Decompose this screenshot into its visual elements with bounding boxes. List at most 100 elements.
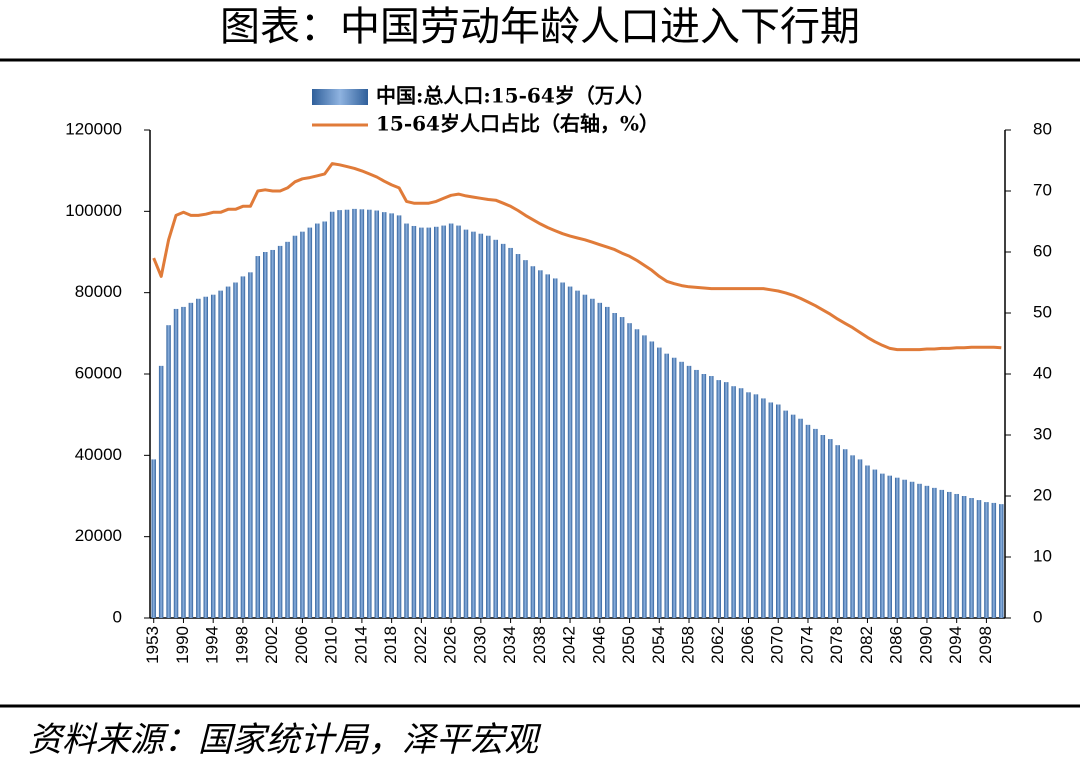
bar bbox=[515, 254, 521, 619]
x-tick-label: 2058 bbox=[679, 626, 698, 664]
bar bbox=[508, 247, 513, 618]
bar bbox=[322, 221, 327, 618]
bar bbox=[761, 398, 766, 618]
source: 资料来源：国家统计局，泽平宏观 bbox=[28, 720, 542, 760]
bar bbox=[850, 455, 855, 618]
bar bbox=[292, 235, 298, 618]
bar bbox=[887, 475, 892, 618]
bar bbox=[605, 306, 610, 618]
bar bbox=[701, 374, 707, 618]
bar bbox=[263, 252, 268, 618]
bar bbox=[984, 502, 989, 618]
bar bbox=[463, 229, 469, 618]
bar bbox=[478, 233, 484, 618]
bar bbox=[248, 272, 253, 618]
x-tick-label: 2046 bbox=[589, 626, 608, 664]
x-tick-label: 2042 bbox=[560, 626, 579, 664]
bar bbox=[820, 435, 826, 618]
bar bbox=[552, 278, 558, 618]
y2-tick-label: 10 bbox=[1033, 546, 1052, 565]
bar bbox=[649, 341, 655, 618]
bar bbox=[567, 286, 573, 618]
bar bbox=[768, 402, 774, 618]
bar bbox=[158, 365, 164, 618]
bar bbox=[731, 386, 736, 618]
bar bbox=[835, 445, 840, 618]
bar bbox=[842, 449, 848, 618]
bar bbox=[709, 376, 714, 618]
bar bbox=[783, 410, 788, 618]
bar bbox=[196, 298, 201, 618]
bar bbox=[872, 469, 878, 618]
bar bbox=[828, 439, 833, 618]
bar bbox=[947, 491, 952, 618]
x-tick-label: 2014 bbox=[351, 626, 370, 664]
bar bbox=[865, 465, 870, 618]
x-tick-label: 1994 bbox=[203, 626, 222, 664]
x-tick-label: 2078 bbox=[827, 626, 846, 664]
bar bbox=[582, 294, 588, 618]
bar bbox=[991, 502, 997, 618]
x-tick-label: 2082 bbox=[857, 626, 876, 664]
y2-tick-label: 40 bbox=[1033, 363, 1052, 382]
y-tick-label: 0 bbox=[113, 607, 122, 626]
bar bbox=[225, 286, 231, 618]
bar bbox=[389, 213, 394, 618]
bar bbox=[359, 209, 365, 619]
bar bbox=[188, 302, 194, 618]
y2-tick-label: 80 bbox=[1033, 119, 1052, 138]
bar bbox=[307, 227, 313, 618]
bar bbox=[456, 225, 461, 619]
bar bbox=[166, 325, 171, 618]
bar bbox=[686, 365, 692, 618]
legend-label: 15-64岁人口占比（右轴，%） bbox=[376, 112, 659, 136]
bar bbox=[976, 500, 982, 618]
bar bbox=[924, 485, 930, 618]
bar bbox=[545, 274, 550, 618]
bar bbox=[671, 357, 677, 618]
bar bbox=[404, 223, 409, 619]
x-tick-label: 2010 bbox=[322, 626, 341, 664]
x-tick-label: 2062 bbox=[708, 626, 727, 664]
bar bbox=[723, 382, 729, 618]
bar bbox=[352, 208, 357, 619]
x-tick-label: 1998 bbox=[232, 626, 251, 664]
chart-title: 图表：中国劳动年龄人口进入下行期 bbox=[220, 4, 860, 50]
bar bbox=[500, 243, 506, 618]
bar bbox=[813, 428, 818, 618]
bar bbox=[411, 225, 417, 618]
bar bbox=[419, 227, 424, 618]
bar bbox=[367, 209, 372, 618]
bar bbox=[619, 317, 625, 618]
bar bbox=[634, 329, 640, 618]
bar bbox=[181, 306, 186, 618]
bar bbox=[538, 270, 543, 618]
bar bbox=[173, 308, 179, 618]
bar bbox=[448, 223, 454, 619]
x-tick-label: 2034 bbox=[500, 626, 519, 664]
x-tick-label: 2054 bbox=[649, 626, 668, 664]
bar bbox=[530, 266, 536, 618]
bar bbox=[902, 479, 907, 618]
bar bbox=[657, 347, 662, 618]
bar bbox=[285, 241, 290, 619]
bar bbox=[790, 414, 796, 618]
bar bbox=[627, 323, 632, 618]
bar bbox=[880, 473, 885, 618]
bar bbox=[151, 459, 156, 618]
bar bbox=[441, 225, 446, 619]
bar bbox=[240, 276, 246, 618]
bar bbox=[664, 353, 669, 618]
x-tick-label: 2066 bbox=[738, 626, 757, 664]
x-tick-label: 2074 bbox=[797, 626, 816, 664]
bar bbox=[374, 210, 379, 618]
x-tick-label: 2090 bbox=[916, 626, 935, 664]
bar bbox=[999, 504, 1004, 618]
bar bbox=[523, 260, 528, 618]
bar bbox=[471, 231, 476, 618]
x-tick-label: 2022 bbox=[411, 626, 430, 664]
x-tick-label: 2098 bbox=[976, 626, 995, 664]
x-tick-label: 2018 bbox=[381, 626, 400, 664]
